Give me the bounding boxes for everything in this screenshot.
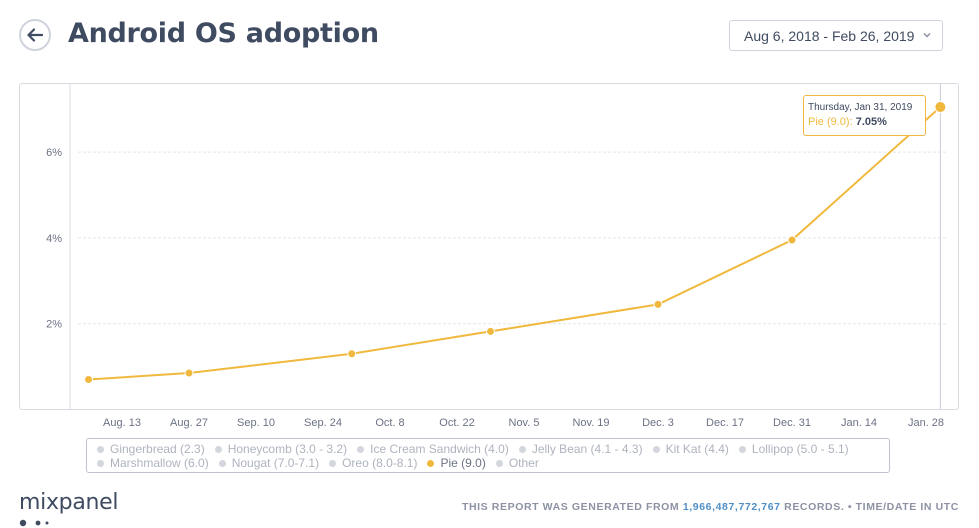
x-tick-label: Sep. 24 <box>304 417 342 429</box>
records-count[interactable]: 1,966,487,772,767 <box>682 501 781 513</box>
legend-dot-icon <box>214 445 222 453</box>
legend-label: Marshmallow (6.0) <box>110 456 209 470</box>
chart-tooltip: Thursday, Jan 31, 2019 Pie (9.0): 7.05% <box>803 95 926 136</box>
x-tick-label: Oct. 22 <box>439 417 474 429</box>
legend-item[interactable]: Marshmallow (6.0) <box>97 456 209 470</box>
chart-legend: Gingerbread (2.3) Honeycomb (3.0 - 3.2) Ic… <box>86 438 890 473</box>
data-point <box>184 368 194 378</box>
legend-item[interactable]: Ice Cream Sandwich (4.0) <box>357 442 509 456</box>
legend-dot-icon <box>357 445 365 453</box>
line-chart[interactable]: 2% 4% 6% Aug. 13 Aug. 27 Sep. 10 Sep. 24 Oct. 8… <box>0 0 979 440</box>
x-tick-label: Jan. 14 <box>841 417 877 429</box>
legend-label: Pie (9.0) <box>440 456 486 470</box>
legend-dot-icon <box>329 459 337 467</box>
legend-label: Honeycomb (3.0 - 3.2) <box>227 442 348 456</box>
data-point <box>787 235 797 245</box>
date-range-value: Aug 6, 2018 - Feb 26, 2019 <box>744 27 915 44</box>
legend-item[interactable]: Lollipop (5.0 - 5.1) <box>738 442 849 456</box>
data-point <box>347 349 357 359</box>
data-point <box>84 374 93 384</box>
legend-dot-icon <box>97 445 104 453</box>
data-point <box>653 299 663 309</box>
legend-item[interactable]: Honeycomb (3.0 - 3.2) <box>214 442 348 456</box>
tooltip-series: Pie (9.0) <box>808 116 850 128</box>
legend-item[interactable]: Kit Kat (4.4) <box>652 442 729 456</box>
legend-label: Ice Cream Sandwich (4.0) <box>370 442 509 456</box>
footer-prefix: THIS REPORT WAS GENERATED FROM <box>461 501 680 513</box>
legend-label: Kit Kat (4.4) <box>665 442 729 456</box>
legend-item[interactable]: Pie (9.0) <box>427 456 486 470</box>
logo-dots-icon <box>19 519 49 527</box>
series-line-pie <box>88 106 942 381</box>
x-tick-label: Sep. 10 <box>237 417 275 429</box>
legend-label: Oreo (8.0-8.1) <box>342 456 418 470</box>
legend-label: Jelly Bean (4.1 - 4.3) <box>531 442 643 456</box>
x-tick-label: Nov. 19 <box>572 417 609 429</box>
data-point <box>934 101 947 114</box>
x-tick-label: Nov. 5 <box>509 417 540 429</box>
y-tick-label: 6% <box>46 147 62 159</box>
footer-suffix: RECORDS. • TIME/DATE IN UTC <box>784 501 959 513</box>
chevron-down-icon <box>923 32 931 38</box>
legend-item[interactable]: Gingerbread (2.3) <box>97 442 205 456</box>
legend-dot-icon <box>427 459 435 467</box>
back-button[interactable] <box>19 19 51 51</box>
x-tick-label: Dec. 17 <box>706 417 744 429</box>
legend-item[interactable]: Jelly Bean (4.1 - 4.3) <box>518 442 643 456</box>
legend-dot-icon <box>518 445 526 453</box>
legend-label: Other <box>508 456 539 470</box>
legend-label: Nougat (7.0-7.1) <box>231 456 320 470</box>
tooltip-date: Thursday, Jan 31, 2019 <box>808 102 913 113</box>
logo-text: mixpanel <box>19 490 119 515</box>
report-footer: THIS REPORT WAS GENERATED FROM 1,966,487… <box>462 501 959 513</box>
legend-dot-icon <box>97 459 104 467</box>
legend-dot-icon <box>218 459 226 467</box>
legend-label: Gingerbread (2.3) <box>110 442 205 456</box>
y-tick-label: 4% <box>46 233 62 245</box>
legend-dot-icon <box>495 459 503 467</box>
legend-item[interactable]: Nougat (7.0-7.1) <box>218 456 320 470</box>
data-point <box>486 326 495 336</box>
x-tick-label: Jan. 28 <box>908 417 944 429</box>
legend-item[interactable]: Other <box>495 456 539 470</box>
mixpanel-logo: mixpanel <box>19 490 119 527</box>
tooltip-value: 7.05% <box>855 116 887 128</box>
legend-label: Lollipop (5.0 - 5.1) <box>751 442 849 456</box>
x-tick-label: Dec. 3 <box>642 417 674 429</box>
page-title: Android OS adoption <box>68 18 379 49</box>
legend-dot-icon <box>738 445 746 453</box>
y-tick-label: 2% <box>46 319 62 331</box>
x-tick-label: Aug. 13 <box>103 417 141 429</box>
x-tick-label: Dec. 31 <box>773 417 811 429</box>
legend-dot-icon <box>652 445 660 453</box>
arrow-left-icon <box>27 28 43 42</box>
legend-item[interactable]: Oreo (8.0-8.1) <box>329 456 417 470</box>
x-tick-label: Oct. 8 <box>375 417 404 429</box>
x-tick-label: Aug. 27 <box>170 417 208 429</box>
date-range-select[interactable]: Aug 6, 2018 - Feb 26, 2019 <box>729 20 943 51</box>
chart-panel <box>19 83 959 410</box>
